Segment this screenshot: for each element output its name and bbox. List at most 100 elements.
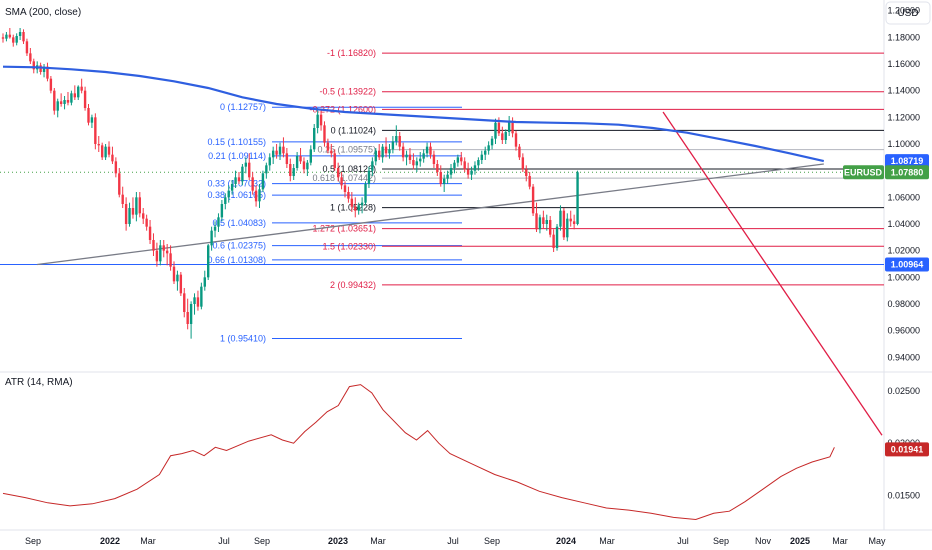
- candle-body-76: [261, 173, 265, 190]
- candle-body-19: [66, 100, 70, 103]
- price-tick-3: 1.14000: [887, 86, 920, 96]
- candle-body-168: [576, 172, 579, 224]
- candle-body-123: [422, 153, 425, 159]
- candle-body-82: [282, 146, 285, 154]
- time-tick-13: Nov: [755, 536, 772, 546]
- trendlines[interactable]: [37, 111, 883, 436]
- price-tick-8: 1.04000: [887, 219, 920, 229]
- time-tick-1: 2022: [100, 536, 120, 546]
- candle-body-11: [39, 65, 42, 72]
- candle-body-27: [94, 117, 97, 144]
- candle-body-61: [210, 230, 213, 246]
- candle-body-121: [415, 161, 419, 166]
- sma-indicator-label[interactable]: SMA (200, close): [5, 7, 81, 18]
- candle-body-51: [176, 274, 179, 282]
- candle-body-17: [59, 101, 63, 104]
- currency-button[interactable]: [885, 1, 931, 25]
- candle-body-41: [142, 213, 145, 219]
- candle-body-49: [169, 253, 172, 267]
- candle-body-36: [124, 204, 128, 224]
- candle-body-125: [429, 146, 432, 155]
- candle-body-110: [378, 150, 381, 158]
- candle-body-54: [186, 312, 189, 324]
- candle-body-79: [271, 150, 275, 158]
- time-tick-15: Mar: [832, 536, 848, 546]
- price-tick-0: 1.20000: [887, 6, 920, 16]
- candle-body-106: [364, 184, 367, 203]
- rising-trendline[interactable]: [37, 163, 824, 266]
- fib-extension-lower[interactable]: -1 (1.16820) -0.5 (1.13922) -0.272 (1.1260…: [0, 48, 884, 290]
- candle-body-95: [326, 142, 330, 151]
- candle-body-35: [121, 194, 124, 204]
- candle-body-153: [525, 169, 528, 176]
- candle-body-50: [172, 266, 176, 282]
- candle-body-97: [333, 153, 336, 168]
- candle-body-59: [203, 277, 206, 287]
- candle-body-85: [292, 168, 295, 176]
- candle-body-104: [357, 205, 360, 211]
- candle-body-69: [237, 177, 241, 182]
- fib-lower-label-3: 0 (1.11024): [331, 125, 376, 135]
- candle-body-114: [391, 141, 395, 150]
- candle-body-0: [1, 37, 5, 39]
- candle-body-5: [18, 32, 22, 36]
- candle-body-160: [549, 220, 552, 235]
- atr-pane[interactable]: [2, 384, 835, 521]
- atr-last-tag: [885, 442, 929, 457]
- candle-body-115: [395, 136, 398, 142]
- fib-lower-label-2: -0.272 (1.12600): [309, 104, 376, 114]
- candle-body-134: [460, 157, 463, 162]
- falling-trendline-extension[interactable]: [823, 348, 883, 436]
- fib-upper-label-1: 0.15 (1.10155): [207, 137, 266, 147]
- candle-body-80: [275, 150, 278, 155]
- candle-body-48: [165, 250, 169, 254]
- candle-body-101: [347, 192, 350, 199]
- candle-body-33: [114, 161, 118, 174]
- fib-upper-label-5: 0.5 (1.04083): [212, 218, 266, 228]
- candlestick-series: [1, 28, 579, 339]
- candle-body-158: [542, 217, 545, 224]
- candle-body-92: [316, 114, 319, 128]
- candle-body-70: [241, 166, 244, 182]
- candle-body-78: [268, 157, 271, 166]
- candle-body-105: [360, 202, 364, 206]
- price-tick-7: 1.06000: [887, 192, 920, 202]
- candle-body-73: [251, 177, 254, 191]
- fib-upper-label-0: 0 (1.12757): [220, 102, 266, 112]
- candle-body-131: [449, 168, 453, 175]
- fib-lower-label-4: 0.25 (1.09575): [317, 145, 376, 155]
- price-tick-5: 1.10000: [887, 139, 920, 149]
- candle-body-86: [295, 156, 299, 168]
- candle-body-96: [330, 150, 333, 154]
- candle-body-67: [230, 184, 234, 191]
- eurusd-last-tag-label: 1.07880: [891, 167, 924, 177]
- candle-body-72: [248, 162, 251, 178]
- candle-body-100: [343, 185, 347, 192]
- falling-trendline[interactable]: [662, 111, 825, 350]
- candle-body-16: [56, 101, 59, 111]
- time-tick-16: May: [868, 536, 886, 546]
- candle-body-81: [278, 146, 282, 155]
- candle-body-62: [213, 226, 217, 231]
- candle-body-26: [90, 117, 94, 123]
- candle-body-113: [388, 149, 391, 154]
- candle-body-129: [442, 178, 446, 184]
- candle-body-146: [501, 133, 504, 140]
- candle-body-112: [384, 146, 388, 154]
- price-axis-ticks: 1.20000 1.18000 1.16000 1.14000 1.12000 1.100…: [887, 6, 920, 363]
- candle-body-2: [8, 34, 12, 38]
- sma-polyline: [2, 65, 825, 163]
- fib-lower-label-1: -0.5 (1.13922): [319, 87, 376, 97]
- fib-lower-label-6: 0.618 (1.07442): [312, 173, 376, 183]
- candle-body-64: [220, 204, 224, 218]
- candle-body-40: [138, 197, 141, 214]
- candle-body-119: [408, 154, 412, 160]
- candle-body-56: [193, 297, 196, 304]
- candle-body-145: [497, 122, 501, 134]
- atr-indicator-label[interactable]: ATR (14, RMA): [5, 377, 73, 388]
- candle-body-135: [463, 161, 466, 170]
- candle-body-157: [538, 217, 542, 230]
- candle-body-155: [531, 186, 535, 214]
- candle-body-1: [5, 34, 8, 39]
